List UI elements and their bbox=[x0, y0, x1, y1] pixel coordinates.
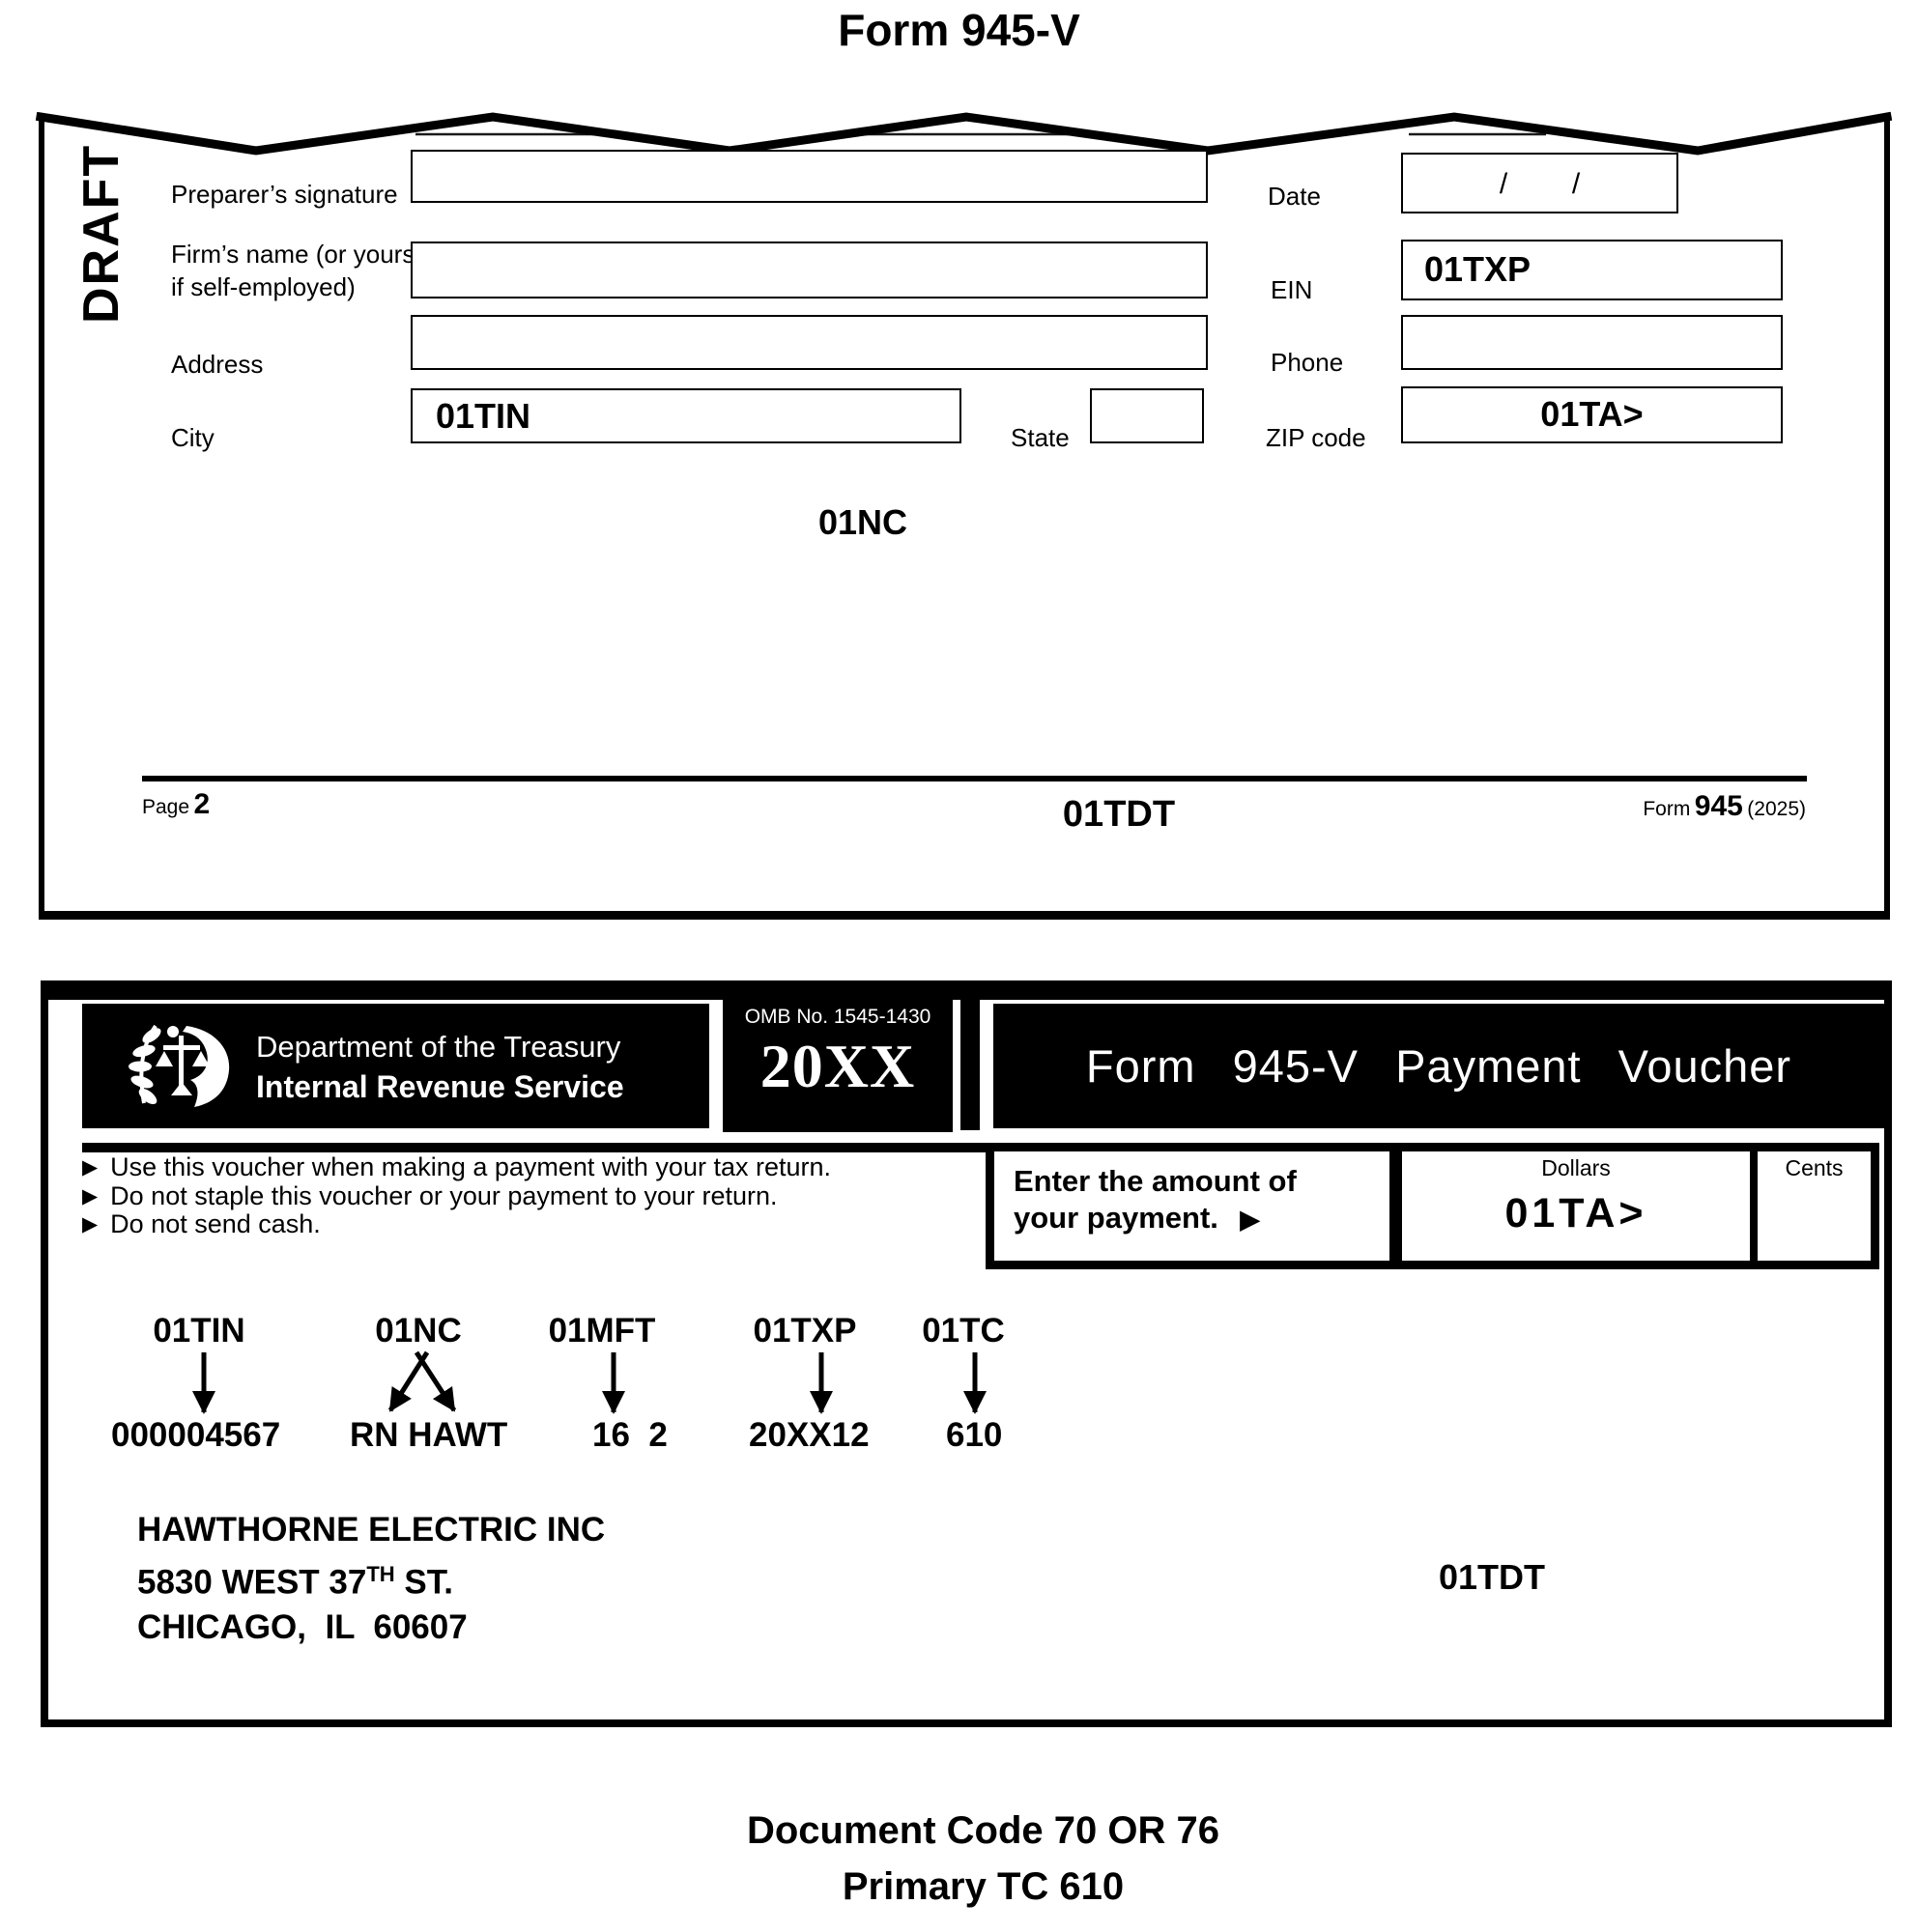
page-indicator: Page 2 bbox=[142, 788, 210, 821]
instruction-text: Use this voucher when making a payment w… bbox=[110, 1152, 832, 1181]
instruction-text: Do not send cash. bbox=[110, 1209, 321, 1238]
amount-prompt-line1: Enter the amount of bbox=[1014, 1164, 1297, 1198]
cents-cell[interactable]: Cents bbox=[1758, 1151, 1871, 1261]
date-field[interactable]: / / bbox=[1401, 153, 1678, 213]
address-label: Address bbox=[171, 350, 264, 379]
form-number: 945 bbox=[1694, 790, 1743, 822]
arrow-right-icon: ▶ bbox=[1240, 1205, 1260, 1234]
address-field[interactable] bbox=[411, 315, 1208, 370]
cell-divider bbox=[1389, 1151, 1402, 1261]
ein-field[interactable]: 01TXP bbox=[1401, 240, 1783, 300]
field-value-txp: 20XX12 bbox=[749, 1416, 870, 1454]
instructions-top-rule bbox=[82, 1143, 986, 1152]
amount-prompt: Enter the amount of your payment. ▶ bbox=[994, 1151, 1389, 1261]
page-title: Form 945-V bbox=[838, 5, 1080, 55]
cell-divider bbox=[1750, 1151, 1758, 1261]
triangle-bullet-icon: ▶ bbox=[82, 1184, 99, 1208]
footer-field-code-01tdt: 01TDT bbox=[1062, 794, 1176, 835]
field-code-01tdt: 01TDT bbox=[1439, 1557, 1546, 1597]
field-value-tc: 610 bbox=[946, 1416, 1003, 1454]
field-mapping-arrows bbox=[192, 1350, 987, 1414]
omb-year-block: OMB No. 1545-1430 20XX bbox=[723, 992, 953, 1132]
header-top-band bbox=[48, 988, 1884, 1000]
tax-year: 20XX bbox=[759, 1032, 916, 1100]
date-label: Date bbox=[1268, 182, 1321, 211]
dollars-label: Dollars bbox=[1541, 1155, 1611, 1180]
payee-name: HAWTHORNE ELECTRIC INC bbox=[137, 1511, 606, 1548]
amount-prompt-line2: your payment. bbox=[1014, 1201, 1218, 1235]
field-value-tin: 000004567 bbox=[111, 1416, 281, 1454]
divider-tab bbox=[960, 998, 980, 1130]
preparer-signature-field[interactable] bbox=[411, 150, 1208, 203]
dollars-cell[interactable]: Dollars 01TA> bbox=[1402, 1151, 1750, 1261]
firm-name-label-line2: if self-employed) bbox=[171, 272, 356, 301]
instructions: ▶ Use this voucher when making a payment… bbox=[82, 1154, 971, 1240]
phone-label: Phone bbox=[1271, 348, 1344, 377]
city-field[interactable]: 01TIN bbox=[411, 388, 961, 443]
document-code-notes: Document Code 70 OR 76 Primary TC 610 bbox=[24, 1803, 1918, 1915]
phone-field[interactable] bbox=[1401, 315, 1783, 370]
primary-tc-line: Primary TC 610 bbox=[842, 1865, 1125, 1908]
payee-address-block: HAWTHORNE ELECTRIC INC 5830 WEST 37TH ST… bbox=[137, 1508, 605, 1650]
triangle-bullet-icon: ▶ bbox=[82, 1156, 99, 1179]
payee-city: CHICAGO, IL 60607 bbox=[137, 1607, 468, 1646]
irs-eagle-logo bbox=[129, 1024, 230, 1107]
triangle-bullet-icon: ▶ bbox=[82, 1213, 99, 1236]
field-code-01tin: 01TIN bbox=[153, 1312, 245, 1350]
split-arrow-icon bbox=[387, 1350, 457, 1412]
treasury-line: Department of the Treasury bbox=[256, 1030, 621, 1064]
firm-name-field[interactable] bbox=[411, 242, 1208, 298]
zip-field[interactable]: 01TA> bbox=[1401, 386, 1783, 443]
agency-block: Department of the Treasury Internal Reve… bbox=[82, 1004, 709, 1128]
field-value-nc: RN HAWT bbox=[350, 1416, 508, 1454]
field-value-mft: 16 2 bbox=[592, 1416, 668, 1454]
document-code-line: Document Code 70 OR 76 bbox=[746, 1809, 1219, 1852]
form-number-footer: Form 945 (2025) bbox=[1643, 790, 1806, 823]
state-field[interactable] bbox=[1090, 388, 1204, 443]
torn-edge-zigzag bbox=[35, 111, 1893, 156]
form-945-page2-fragment: DRAFT Preparer’s signature Date / / Firm… bbox=[35, 111, 1893, 920]
firm-name-label-line1: Firm’s name (or yours bbox=[171, 240, 415, 269]
city-label: City bbox=[171, 423, 215, 452]
page-label: Page bbox=[142, 796, 190, 818]
body-field-code-01nc: 01NC bbox=[817, 502, 908, 542]
instruction-text: Do not staple this voucher or your payme… bbox=[110, 1180, 778, 1210]
irs-line: Internal Revenue Service bbox=[256, 1069, 624, 1104]
footer-rule bbox=[142, 776, 1807, 781]
amount-value: 01TA> bbox=[1504, 1190, 1647, 1236]
form-word: Form bbox=[1643, 798, 1691, 820]
field-code-01mft: 01MFT bbox=[548, 1312, 656, 1350]
payment-voucher: Department of the Treasury Internal Reve… bbox=[41, 980, 1892, 1727]
payee-street: 5830 WEST 37TH ST. bbox=[137, 1562, 453, 1602]
preparer-signature-label: Preparer’s signature bbox=[171, 180, 398, 209]
instruction-item: ▶ Use this voucher when making a payment… bbox=[82, 1154, 971, 1182]
field-code-01nc: 01NC bbox=[375, 1312, 462, 1350]
instruction-item: ▶ Do not send cash. bbox=[82, 1211, 971, 1239]
field-code-01txp: 01TXP bbox=[753, 1312, 857, 1350]
form-year: (2025) bbox=[1747, 798, 1806, 820]
ein-label: EIN bbox=[1271, 275, 1313, 304]
draft-watermark: DRAFT bbox=[73, 143, 129, 324]
zip-label: ZIP code bbox=[1266, 423, 1366, 452]
cents-label: Cents bbox=[1785, 1155, 1844, 1180]
page-number: 2 bbox=[193, 788, 211, 820]
state-label: State bbox=[1011, 423, 1070, 452]
omb-number: OMB No. 1545-1430 bbox=[744, 1006, 931, 1028]
instruction-item: ▶ Do not staple this voucher or your pay… bbox=[82, 1180, 971, 1211]
field-code-01tc: 01TC bbox=[922, 1312, 1005, 1350]
payment-amount-box: Enter the amount of your payment. ▶ Doll… bbox=[986, 1143, 1879, 1269]
voucher-title-block: Form 945-V Payment Voucher bbox=[993, 1004, 1884, 1128]
voucher-title: Form 945-V Payment Voucher bbox=[1085, 1040, 1792, 1092]
